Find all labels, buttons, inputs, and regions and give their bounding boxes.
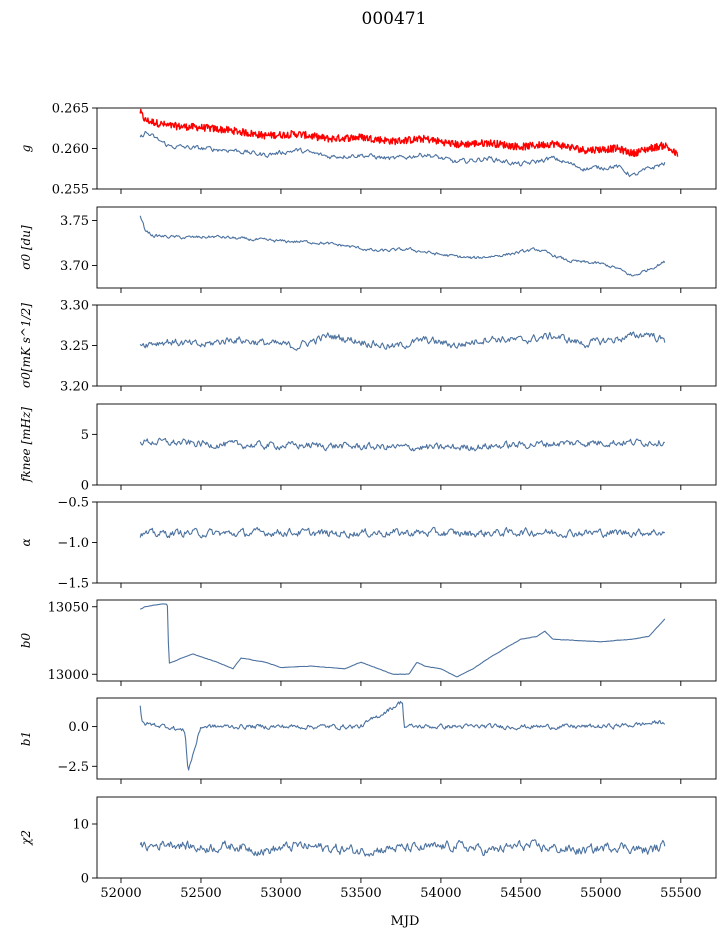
y-tick-label: −1.5 [57, 577, 89, 592]
y-tick-label: 0.0 [68, 720, 89, 735]
y-axis-label-sigma0_du: σ0 [du] [19, 225, 33, 270]
x-tick-label: 54500 [500, 886, 541, 901]
y-axis-label-b0: b0 [19, 632, 33, 648]
subplot-chi2: 0 10 52000 52500 53000 53500 54000 54500 55000 55… [19, 796, 717, 901]
axes-frame [96, 796, 717, 879]
plot-area [139, 215, 666, 277]
axes-frame [96, 206, 717, 289]
y-axis-label-g: g [19, 144, 33, 152]
plot-area [139, 700, 666, 771]
plot-area [139, 526, 666, 539]
y-axis-label-b1: b1 [19, 731, 33, 746]
subplot-sigma0_mk: 3.20 3.25 3.30 σ0[mK s^1/2] [19, 299, 717, 395]
x-tick-label: 53000 [260, 886, 301, 901]
subplot-b1: −2.5 0.0 b1 [19, 697, 717, 784]
series-line-sigma0_du-0 [139, 215, 666, 277]
series-line-b0-0 [139, 603, 666, 678]
y-tick-label: 13050 [48, 600, 89, 615]
axes-frame [96, 403, 717, 486]
plot-area [139, 437, 665, 452]
subplot-b0: 13000 13050 b0 [19, 599, 717, 686]
x-tick-label: 52500 [180, 886, 221, 901]
y-tick-label: 3.70 [60, 259, 89, 274]
series-line-sigma0_mk-0 [139, 331, 666, 351]
y-tick-label: 10 [72, 818, 89, 833]
y-tick-label: 13000 [48, 668, 89, 683]
x-tick-label: 53500 [340, 886, 381, 901]
series-line-fknee-0 [139, 437, 665, 452]
series-line-g-0 [139, 108, 679, 158]
x-tick-label: 54000 [420, 886, 461, 901]
y-tick-label: 0 [81, 872, 89, 887]
plot-area [139, 331, 666, 351]
series-line-g-1 [139, 130, 666, 178]
y-tick-label: −2.5 [57, 760, 89, 775]
y-tick-label: 3.20 [60, 380, 89, 395]
plot-area [139, 839, 666, 857]
series-line-b1-0 [139, 700, 666, 771]
y-tick-label: 3.75 [60, 214, 89, 229]
y-tick-label: 3.30 [60, 299, 89, 314]
axes-frame [96, 697, 717, 780]
y-axis-label-chi2: χ2 [19, 830, 33, 846]
plot-area [139, 108, 679, 178]
figure-title: 000471 [362, 9, 427, 29]
y-axis-label-fknee: fknee [mHz] [19, 407, 33, 483]
y-tick-label: 0.265 [52, 102, 89, 117]
y-axis-label-alpha: α [19, 538, 33, 546]
y-tick-label: 0.260 [52, 142, 89, 157]
y-tick-label: 3.25 [60, 339, 89, 354]
subplot-g: 0.255 0.260 0.265 g [19, 102, 717, 198]
subplot-alpha: −1.5 −1.0 −0.5 α [19, 496, 717, 592]
y-tick-label: −1.0 [57, 536, 89, 551]
axes-frame [96, 501, 717, 584]
y-tick-label: −0.5 [57, 496, 89, 511]
y-axis-label-sigma0_mk: σ0[mK s^1/2] [19, 303, 33, 388]
x-axis-label: MJD [391, 914, 420, 929]
plot-area [139, 603, 666, 678]
axes-frame [96, 599, 717, 682]
x-tick-label: 52000 [100, 886, 141, 901]
x-tick-label: 55500 [660, 886, 701, 901]
x-tick-label: 55000 [580, 886, 621, 901]
subplot-sigma0_du: 3.70 3.75 σ0 [du] [19, 206, 717, 293]
y-tick-label: 0.255 [52, 183, 89, 198]
series-line-chi2-0 [139, 839, 666, 857]
series-line-alpha-0 [139, 526, 666, 539]
subplot-fknee: 0 5 fknee [mHz] [19, 403, 717, 494]
y-tick-label: 5 [81, 428, 89, 443]
y-tick-label: 0 [81, 479, 89, 494]
